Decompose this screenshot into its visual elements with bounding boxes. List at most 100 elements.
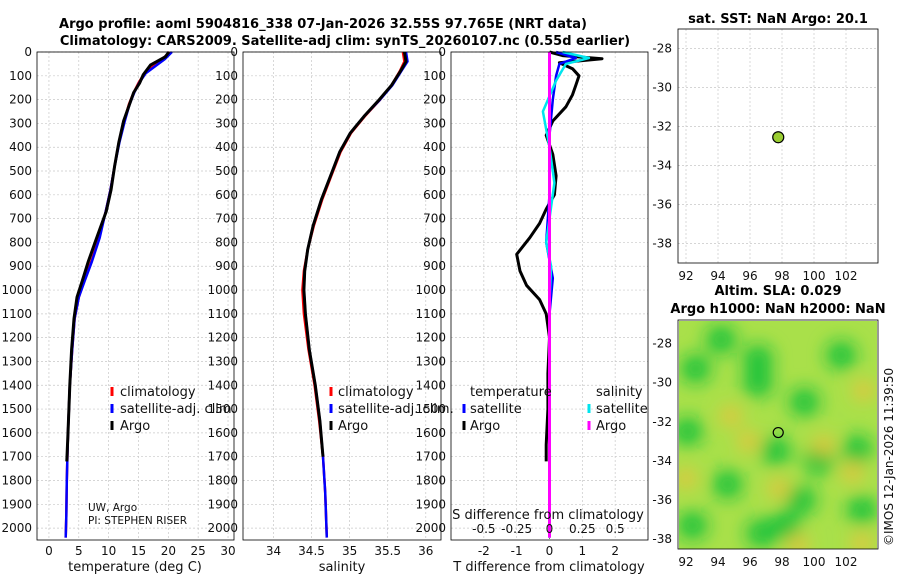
lon-tick-label: 96 <box>742 269 757 283</box>
sla-low-anomaly <box>789 388 820 417</box>
lon-tick-label: 98 <box>774 269 789 283</box>
depth-tick-label: 500 <box>423 164 446 178</box>
sla-low-anomaly <box>842 435 873 464</box>
legend-argo-sal: Argo <box>596 419 626 434</box>
depth-tick-label: 200 <box>423 93 446 107</box>
depth-tick-label: 400 <box>423 140 446 154</box>
depth-tick-label: 100 <box>423 69 446 83</box>
sla-low-anomaly <box>760 437 791 466</box>
lat-tick-label: -38 <box>652 237 672 251</box>
lat-tick-label: -32 <box>652 120 672 134</box>
depth-tick-label: 1500 <box>207 402 238 416</box>
depth-tick-label: 1000 <box>415 283 446 297</box>
legend-satellite: satellite-adj. clim. <box>120 402 236 417</box>
salinity-legend: climatology satellite-adj. clim. Argo <box>329 385 454 434</box>
sla-high-anomaly <box>853 381 874 400</box>
sla-map-title-line2: Argo h1000: NaN h2000: NaN <box>670 302 885 317</box>
s-difference-tick-label: 0.25 <box>569 522 596 536</box>
sla-high-anomaly <box>813 436 834 455</box>
sla-low-anomaly <box>826 341 857 370</box>
climatology-line <box>301 51 406 538</box>
depth-tick-label: 300 <box>215 116 238 130</box>
depth-tick-label: 1600 <box>207 426 238 440</box>
depth-tick-label: 1400 <box>415 378 446 392</box>
lon-tick-label: 94 <box>710 555 725 569</box>
depth-tick-label: 300 <box>9 116 32 130</box>
x-tick-label: 36 <box>418 544 433 558</box>
lon-tick-label: 100 <box>803 555 826 569</box>
sla-low-anomaly <box>770 511 801 540</box>
sla-low-anomaly <box>679 511 708 540</box>
salinity-axis-label: salinity <box>319 560 366 575</box>
legend-temperature-heading: temperature <box>470 385 552 400</box>
sla-high-anomaly <box>720 406 741 425</box>
lat-tick-label: -28 <box>652 42 672 56</box>
difference-panel: 0100200300400500600700800900100011001200… <box>415 45 649 575</box>
credit-line2: PI: STEPHEN RISER <box>88 515 187 527</box>
depth-tick-label: 1900 <box>1 497 32 511</box>
legend-climatology: climatology <box>120 385 196 400</box>
s-difference-axis-label: S difference from climatology <box>452 508 644 523</box>
s-difference-tick-label: -0.25 <box>501 522 532 536</box>
lat-tick-label: -34 <box>652 159 672 173</box>
sla-low-anomaly <box>706 325 737 354</box>
depth-tick-label: 1600 <box>1 426 32 440</box>
depth-tick-label: 1000 <box>207 283 238 297</box>
lat-tick-label: -28 <box>652 336 672 350</box>
depth-tick-label: 1800 <box>1 473 32 487</box>
temperature-panel: 0100200300400500600700800900100011001200… <box>1 45 235 575</box>
argo-location-marker <box>772 131 785 144</box>
argo-line <box>65 51 171 462</box>
sla-map-title-line1: Altim. SLA: 0.029 <box>715 284 842 299</box>
figure-title-line1: Argo profile: aoml 5904816_338 07-Jan-20… <box>59 17 587 32</box>
x-tick-label: 1 <box>579 544 587 558</box>
depth-tick-label: 1000 <box>1 283 32 297</box>
sla-high-anomaly <box>852 534 872 549</box>
legend-argo: Argo <box>120 419 150 434</box>
x-tick-label: 2 <box>611 544 619 558</box>
depth-tick-label: 1300 <box>207 354 238 368</box>
depth-tick-label: 100 <box>215 69 238 83</box>
lon-tick-label: 102 <box>835 555 858 569</box>
depth-tick-label: 1900 <box>207 497 238 511</box>
x-tick-label: -1 <box>511 544 523 558</box>
x-tick-label: 20 <box>161 544 176 558</box>
temperature-legend: climatology satellite-adj. clim. Argo <box>110 385 236 434</box>
depth-tick-label: 1700 <box>1 450 32 464</box>
lon-tick-label: 94 <box>710 269 725 283</box>
lon-tick-label: 100 <box>803 269 826 283</box>
lon-tick-label: 96 <box>742 555 757 569</box>
depth-tick-label: 800 <box>423 235 446 249</box>
depth-tick-label: 500 <box>9 164 32 178</box>
sla-low-anomaly <box>743 368 773 397</box>
credit-line1: UW, Argo <box>88 502 137 514</box>
depth-tick-label: 600 <box>215 188 238 202</box>
lat-tick-label: -38 <box>652 532 672 546</box>
depth-tick-label: 200 <box>9 93 32 107</box>
lon-tick-label: 92 <box>678 269 693 283</box>
depth-tick-label: 2000 <box>207 521 238 535</box>
depth-tick-label: 700 <box>423 212 446 226</box>
sla-low-anomaly <box>847 495 877 524</box>
legend-argo-temp: Argo <box>470 419 500 434</box>
depth-tick-label: 1400 <box>1 378 32 392</box>
satellite-line <box>64 51 173 538</box>
depth-tick-label: 0 <box>230 45 238 59</box>
legend-argo: Argo <box>338 419 368 434</box>
sst-map-panel: sat. SST: NaN Argo: 20.1 92 94 96 98 100 102 -… <box>652 12 879 283</box>
lat-tick-label: -30 <box>652 376 672 390</box>
depth-tick-label: 1800 <box>207 473 238 487</box>
lon-tick-label: 102 <box>835 269 858 283</box>
depth-tick-label: 900 <box>423 259 446 273</box>
t-difference-axis-label: T difference from climatology <box>452 560 645 575</box>
sla-high-anomaly <box>738 432 759 451</box>
sla-map-panel: Altim. SLA: 0.029 Argo h1000: NaN h2000:… <box>652 284 885 569</box>
x-tick-label: 34 <box>266 544 281 558</box>
depth-tick-label: 400 <box>9 140 32 154</box>
sla-high-anomaly <box>788 536 808 549</box>
depth-tick-label: 1100 <box>207 307 238 321</box>
depth-tick-label: 1300 <box>415 354 446 368</box>
depth-tick-label: 800 <box>215 235 238 249</box>
depth-tick-label: 2000 <box>1 521 32 535</box>
